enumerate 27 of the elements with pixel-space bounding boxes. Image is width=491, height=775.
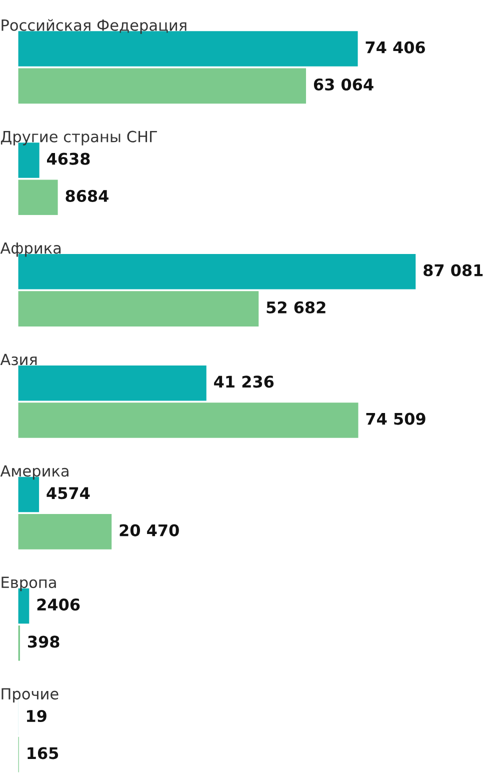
y-tick-label: Америка — [0, 465, 68, 480]
data-label: 19 — [27, 710, 46, 722]
data-label: 165 — [28, 747, 58, 760]
data-label: 20 470 — [120, 524, 179, 536]
data-label: 398 — [28, 636, 60, 648]
data-label: 52 682 — [266, 301, 326, 314]
data-label: 87 081 — [424, 264, 483, 276]
data-label: 4574 — [46, 487, 90, 500]
bar — [18, 402, 358, 438]
data-label: 41 236 — [214, 376, 274, 388]
y-tick-label: Европа — [2, 576, 56, 592]
y-tick-label: Африка — [0, 242, 61, 257]
data-label: 2406 — [37, 598, 80, 611]
data-label: 74 406 — [366, 41, 426, 54]
bar — [18, 514, 112, 550]
data-label: 8684 — [66, 190, 108, 202]
y-tick-label: Прочие — [2, 688, 58, 703]
y-tick-label: Российская Федерация — [2, 19, 186, 34]
y-tick-label: Азия — [0, 354, 37, 366]
bar — [18, 180, 58, 216]
y-tick-label: Другие страны СНГ — [0, 130, 157, 146]
data-label: 4638 — [47, 152, 90, 165]
bar — [18, 291, 259, 326]
bar — [18, 68, 306, 104]
bar — [18, 365, 206, 401]
data-label: 74 509 — [366, 412, 426, 425]
data-label: 63 064 — [314, 78, 374, 91]
